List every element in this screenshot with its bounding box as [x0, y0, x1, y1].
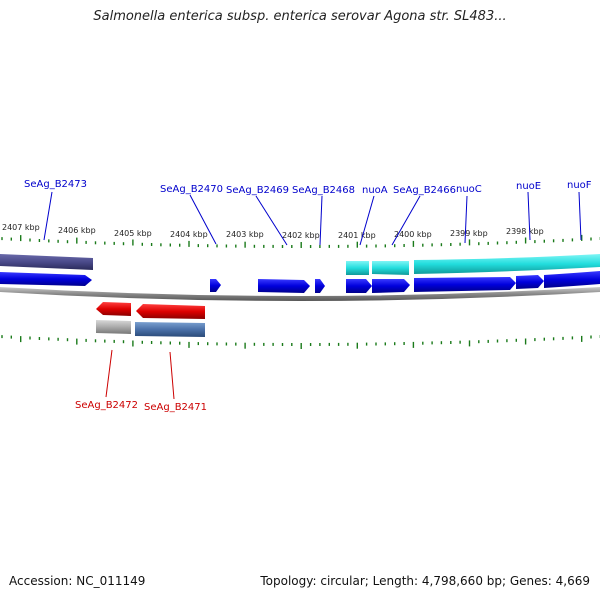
kbp-label: 2405 kbp	[114, 229, 152, 238]
gene-label[interactable]: nuoF	[567, 180, 592, 191]
genome-backbone	[0, 287, 600, 301]
gene-arrow-forward[interactable]	[210, 279, 221, 292]
operon-block-dark[interactable]	[0, 254, 93, 270]
kbp-label: 2398 kbp	[506, 227, 544, 236]
gene-arrow-forward[interactable]	[516, 275, 544, 289]
gene-label[interactable]: nuoE	[516, 181, 541, 192]
gene-arrow-forward[interactable]	[346, 279, 372, 293]
gene-arrow-forward[interactable]	[372, 279, 410, 293]
genome-summary: Topology: circular; Length: 4,798,660 bp…	[260, 574, 590, 588]
gene-label[interactable]: nuoA	[362, 185, 388, 196]
gene-arrow-forward[interactable]	[0, 272, 92, 286]
gene-arrow-forward[interactable]	[315, 279, 325, 293]
kbp-label: 2401 kbp	[338, 231, 376, 240]
forward-label-leaders	[43, 191, 582, 246]
kbp-label: 2406 kbp	[58, 226, 96, 235]
operon-block-nuo[interactable]	[372, 261, 409, 275]
gene-arrow-reverse[interactable]	[96, 302, 131, 316]
accession-label: Accession: NC_011149	[9, 574, 146, 588]
forward-gene-track	[0, 271, 600, 293]
gene-arrow-forward[interactable]	[414, 277, 516, 292]
gene-label[interactable]: SeAg_B2472	[75, 400, 138, 411]
reverse-label-leaders	[105, 349, 175, 400]
kbp-label: 2399 kbp	[450, 229, 488, 238]
gene-label[interactable]: SeAg_B2469	[226, 185, 289, 196]
kbp-label: 2402 kbp	[282, 231, 320, 240]
genome-title: Salmonella enterica subsp. enterica sero…	[93, 9, 507, 24]
reverse-ruler-ticks	[1, 335, 600, 349]
operon-block-nuo[interactable]	[346, 261, 369, 275]
gene-label[interactable]: SeAg_B2468	[292, 185, 355, 196]
gene-arrow-forward[interactable]	[258, 279, 310, 293]
gene-label[interactable]: SeAg_B2470	[160, 184, 223, 195]
kbp-label: 2407 kbp	[2, 223, 40, 232]
gene-arrow-reverse[interactable]	[136, 304, 205, 319]
gene-arrow-forward[interactable]	[544, 271, 600, 288]
kbp-label: 2403 kbp	[226, 230, 264, 239]
forward-ruler-ticks	[1, 234, 600, 248]
operon-block-steel[interactable]	[135, 322, 205, 337]
kbp-ruler: 2407 kbp 2406 kbp 2405 kbp 2404 kbp 2403…	[2, 223, 544, 240]
kbp-label: 2404 kbp	[170, 230, 208, 239]
forward-operon-track	[0, 254, 600, 275]
forward-gene-labels: SeAg_B2473 SeAg_B2470 SeAg_B2469 SeAg_B2…	[24, 179, 592, 196]
reverse-gene-labels: SeAg_B2472 SeAg_B2471	[75, 400, 207, 413]
operon-block-grey[interactable]	[96, 320, 131, 334]
gene-label[interactable]: nuoC	[456, 184, 482, 195]
gene-label[interactable]: SeAg_B2466	[393, 185, 456, 196]
reverse-gene-track	[96, 302, 205, 337]
operon-block-nuo[interactable]	[414, 254, 600, 274]
kbp-label: 2400 kbp	[394, 230, 432, 239]
gene-label[interactable]: SeAg_B2473	[24, 179, 87, 190]
gene-label[interactable]: SeAg_B2471	[144, 402, 207, 413]
